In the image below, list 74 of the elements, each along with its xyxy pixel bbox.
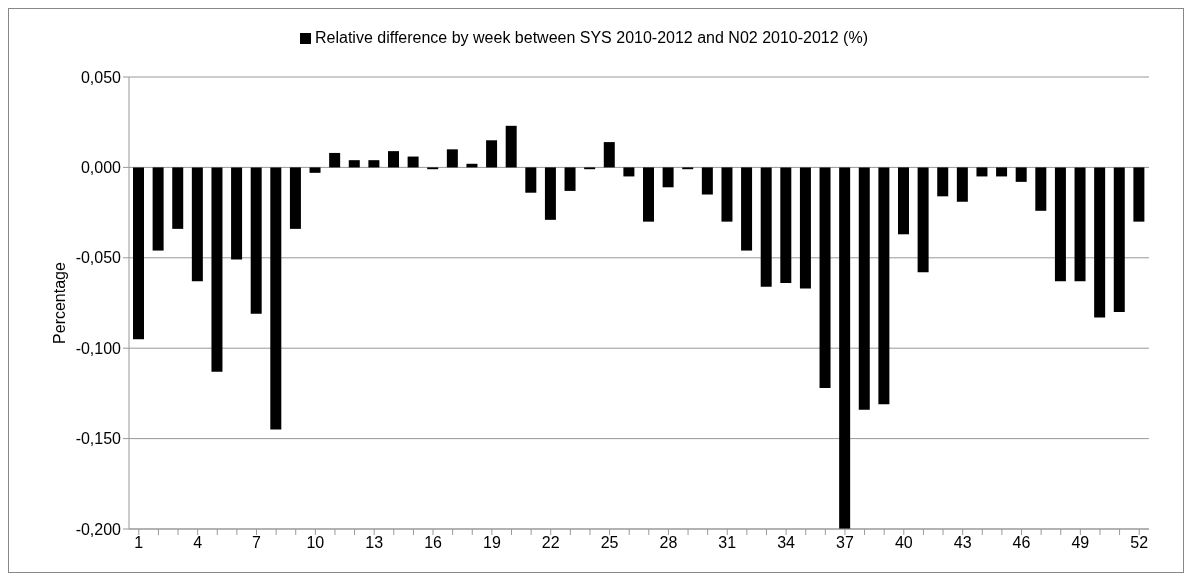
x-tick-label: 1 — [134, 534, 144, 552]
bar — [623, 167, 635, 177]
bar — [191, 167, 203, 282]
bar — [564, 167, 576, 191]
bar — [270, 167, 282, 430]
bar — [976, 167, 988, 177]
bar — [309, 167, 321, 173]
bar — [898, 167, 909, 235]
y-tick-label: -0,150 — [75, 430, 122, 448]
bar — [603, 142, 615, 168]
bar — [701, 167, 713, 195]
bar — [250, 167, 262, 314]
bar — [525, 167, 537, 193]
bar — [172, 167, 184, 229]
x-tick-label: 19 — [482, 534, 501, 552]
x-tick-label: 46 — [1012, 534, 1031, 552]
x-tick-label: 49 — [1071, 534, 1090, 552]
bar — [1015, 167, 1027, 182]
y-tick-label: -0,050 — [75, 249, 122, 267]
bar — [1054, 167, 1066, 282]
bar — [917, 167, 929, 273]
y-tick-label: 0,000 — [80, 159, 122, 177]
y-axis-title: Percentage — [50, 261, 68, 344]
x-tick-label: 34 — [777, 534, 796, 552]
x-tick-label: 31 — [718, 534, 737, 552]
bar — [799, 167, 811, 289]
bar — [819, 167, 831, 388]
bar — [407, 156, 419, 168]
x-tick-label: 22 — [541, 534, 560, 552]
bar — [486, 140, 498, 168]
y-tick-label: -0,200 — [75, 520, 122, 538]
x-tick-label: 10 — [306, 534, 325, 552]
bar — [956, 167, 968, 202]
bar — [662, 167, 674, 188]
legend-label: Relative difference by week between SYS 2010-2012 and N02 2010-2012 (%) — [315, 29, 868, 46]
bar — [741, 167, 753, 251]
bar — [329, 152, 341, 168]
x-tick-label: 4 — [193, 534, 203, 552]
bar — [1133, 167, 1145, 222]
bar — [368, 160, 380, 168]
bar — [760, 167, 772, 287]
bar — [839, 167, 851, 529]
bar — [858, 167, 870, 410]
bar — [1113, 167, 1125, 313]
x-tick-label: 37 — [836, 534, 854, 552]
x-tick-label: 43 — [953, 534, 972, 552]
bar — [231, 167, 243, 260]
x-tick-label: 40 — [894, 534, 913, 552]
bar — [1094, 167, 1106, 318]
bar — [505, 125, 517, 168]
bar — [996, 167, 1008, 177]
bar — [1074, 167, 1086, 282]
bar — [211, 167, 223, 372]
x-tick-label: 13 — [365, 534, 384, 552]
bar — [643, 167, 654, 222]
y-tick-label: -0,100 — [75, 339, 122, 357]
bar — [133, 167, 144, 340]
bar — [1035, 167, 1047, 211]
y-tick-label: 0,050 — [80, 68, 122, 86]
bar — [937, 167, 949, 197]
bar — [446, 149, 458, 168]
bar — [348, 160, 360, 168]
x-tick-label: 7 — [252, 534, 262, 552]
bar — [780, 167, 792, 284]
x-tick-label: 52 — [1130, 534, 1149, 552]
x-tick-label: 28 — [659, 534, 678, 552]
bar — [721, 167, 733, 222]
bar — [388, 151, 399, 168]
bar — [152, 167, 164, 251]
bar — [289, 167, 301, 229]
x-tick-label: 25 — [600, 534, 619, 552]
x-tick-label: 16 — [424, 534, 443, 552]
bar — [878, 167, 890, 405]
bar — [544, 167, 556, 220]
